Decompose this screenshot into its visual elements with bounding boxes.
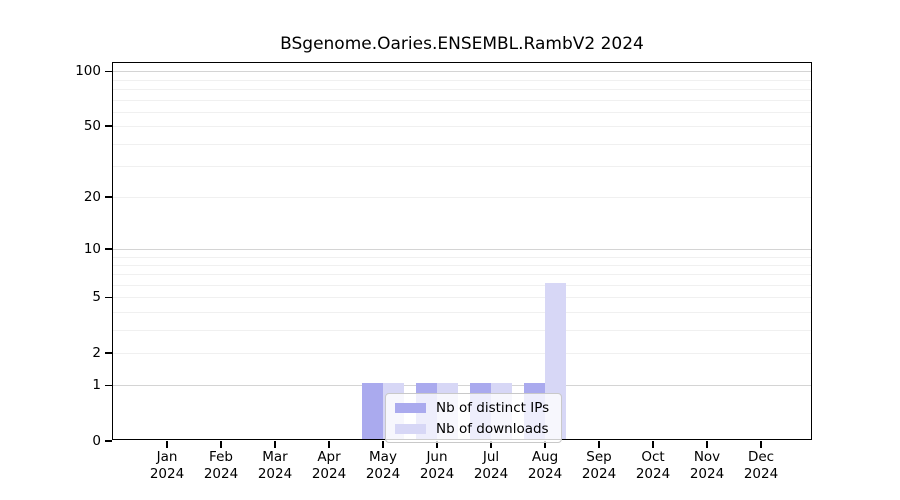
x-tick-month: Nov [693, 449, 721, 465]
y-tick-mark [104, 125, 112, 127]
y-tick-label: 10 [83, 240, 101, 257]
x-tick-label: Oct 2024 [621, 449, 685, 483]
gridline [113, 79, 811, 81]
x-tick-mark [598, 440, 600, 448]
x-tick-label: Apr 2024 [297, 449, 361, 483]
x-tick-mark [544, 440, 546, 448]
x-tick-label: Feb 2024 [189, 449, 253, 483]
gridline [113, 297, 811, 299]
y-tick-mark [104, 70, 112, 73]
gridline [113, 143, 811, 145]
x-tick-year: 2024 [527, 466, 563, 482]
x-tick-label: Jan 2024 [135, 449, 199, 483]
x-tick-label: Dec 2024 [729, 449, 793, 483]
x-tick-mark [166, 440, 168, 448]
gridline [113, 312, 811, 314]
x-tick-label: Nov 2024 [675, 449, 739, 483]
y-tick-label: 100 [75, 63, 101, 80]
gridline-major [113, 71, 811, 73]
x-tick-year: 2024 [419, 466, 455, 482]
x-tick-mark [220, 440, 222, 448]
y-tick-label: 5 [92, 289, 101, 306]
gridline-major [113, 385, 811, 387]
x-tick-year: 2024 [473, 466, 509, 482]
x-tick-mark [760, 440, 762, 448]
plot-area: 0 1 2 5 10 20 50 100 Jan 2024 Feb 2024 Mar 2024 Apr 202… [75, 62, 812, 482]
x-tick-label: Mar 2024 [243, 449, 307, 483]
legend-swatch-distinct-ips-icon [395, 402, 426, 413]
gridline [113, 126, 811, 128]
gridline-major [113, 248, 811, 250]
bar-distinct-ips-may [362, 383, 383, 439]
x-tick-year: 2024 [743, 466, 779, 482]
x-tick-month: Mar [262, 449, 288, 465]
gridline [113, 197, 811, 199]
x-tick-mark [490, 440, 492, 448]
legend-label-downloads: Nb of downloads [436, 420, 549, 437]
legend-item-distinct-ips: Nb of distinct IPs [395, 399, 549, 416]
x-tick-month: Jun [426, 449, 448, 465]
gridline [113, 285, 811, 287]
x-tick-year: 2024 [365, 466, 401, 482]
gridline [113, 256, 811, 258]
x-tick-year: 2024 [311, 466, 347, 482]
x-tick-month: Feb [209, 449, 233, 465]
x-tick-month: Dec [747, 449, 775, 465]
x-tick-year: 2024 [257, 466, 293, 482]
gridline [113, 329, 811, 331]
y-tick-label: 2 [92, 344, 101, 361]
chart-title: BSgenome.Oaries.ENSEMBL.RambV2 2024 [280, 34, 644, 54]
x-tick-month: Jan [156, 449, 178, 465]
x-tick-month: May [369, 449, 397, 465]
gridline [113, 352, 811, 354]
x-tick-month: Oct [641, 449, 665, 465]
x-tick-year: 2024 [149, 466, 185, 482]
legend-item-downloads: Nb of downloads [395, 420, 549, 437]
x-tick-label: Sep 2024 [567, 449, 631, 483]
x-tick-month: Sep [586, 449, 612, 465]
y-tick-label: 50 [83, 118, 101, 135]
y-tick-mark [104, 352, 112, 354]
x-tick-month: Aug [531, 449, 559, 465]
y-tick-label: 20 [83, 189, 101, 206]
y-tick-mark [104, 248, 112, 250]
gridline [113, 165, 811, 167]
y-tick-mark [104, 440, 112, 442]
y-tick-mark [104, 196, 112, 198]
gridline [113, 99, 811, 101]
x-tick-label: Jul 2024 [459, 449, 523, 483]
x-tick-mark [328, 440, 330, 448]
gridline [113, 111, 811, 113]
y-tick-label: 1 [92, 377, 101, 394]
x-tick-month: Jul [482, 449, 500, 465]
x-tick-mark [382, 440, 384, 448]
x-tick-mark [652, 440, 654, 448]
y-tick-mark [104, 384, 112, 387]
x-tick-month: Apr [317, 449, 341, 465]
x-tick-mark [274, 440, 276, 448]
legend-swatch-downloads-icon [395, 423, 426, 434]
gridline [113, 264, 811, 266]
x-tick-year: 2024 [203, 466, 239, 482]
legend-label-distinct-ips: Nb of distinct IPs [436, 399, 550, 416]
x-tick-mark [706, 440, 708, 448]
x-tick-label: Jun 2024 [405, 449, 469, 483]
x-tick-label: Aug 2024 [513, 449, 577, 483]
y-tick-mark [104, 296, 112, 299]
x-tick-year: 2024 [635, 466, 671, 482]
x-tick-year: 2024 [581, 466, 617, 482]
y-tick-label: 0 [92, 433, 101, 449]
x-tick-year: 2024 [689, 466, 725, 482]
legend: Nb of distinct IPs Nb of downloads [385, 393, 563, 443]
x-tick-mark [436, 440, 438, 448]
gridline [113, 88, 811, 90]
gridline [113, 274, 811, 276]
x-tick-label: May 2024 [351, 449, 415, 483]
